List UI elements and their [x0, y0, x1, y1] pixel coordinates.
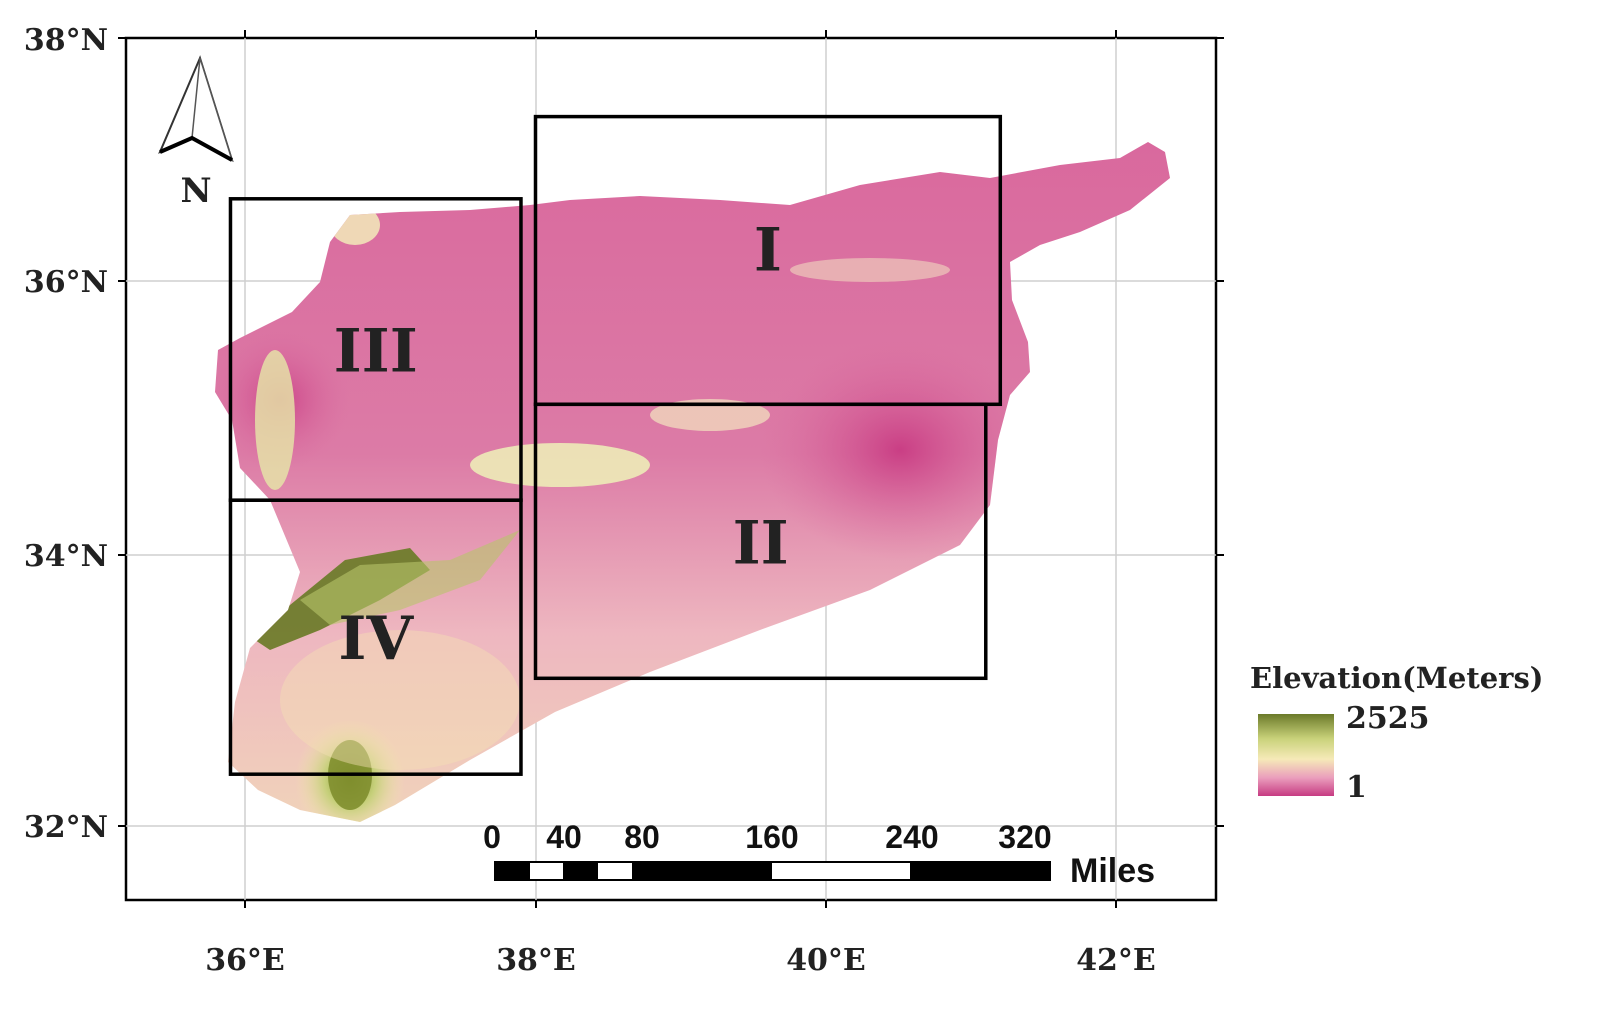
scale-tick-0: 0: [483, 819, 501, 855]
region-box-II: [533, 402, 988, 681]
scale-tick-240: 240: [885, 819, 938, 855]
region-label-III: III: [334, 317, 418, 387]
legend-title: Elevation(Meters): [1250, 661, 1544, 695]
legend-color-ramp: [1258, 714, 1334, 796]
lon-label-40: 40°E: [786, 943, 866, 978]
lat-label-36: 36°N: [24, 265, 108, 300]
legend-min-label: 1: [1346, 770, 1367, 805]
region-box-IV: [228, 498, 523, 776]
legend-max-label: 2525: [1346, 701, 1430, 736]
scale-tick-40: 40: [546, 819, 582, 855]
lon-label-38: 38°E: [496, 943, 576, 978]
north-arrow-label: N: [180, 171, 211, 211]
scale-bar: 0 40 80 160 240 320 Miles: [483, 819, 1155, 890]
lon-label-42: 42°E: [1076, 943, 1156, 978]
scale-tick-80: 80: [624, 819, 660, 855]
lat-label-38: 38°N: [24, 23, 108, 58]
scale-tick-160: 160: [745, 819, 798, 855]
lon-label-36: 36°E: [205, 943, 285, 978]
region-label-II: II: [733, 508, 789, 578]
scale-tick-320: 320: [998, 819, 1051, 855]
elevation-legend: Elevation(Meters) 2525 1: [1250, 661, 1544, 805]
north-arrow-icon: N: [158, 55, 234, 211]
lat-label-32: 32°N: [24, 810, 108, 845]
scale-unit: Miles: [1070, 852, 1155, 890]
lat-label-34: 34°N: [24, 539, 108, 574]
axis-ticks: [118, 30, 1224, 908]
region-label-IV: IV: [338, 604, 414, 674]
region-label-I: I: [754, 215, 782, 285]
